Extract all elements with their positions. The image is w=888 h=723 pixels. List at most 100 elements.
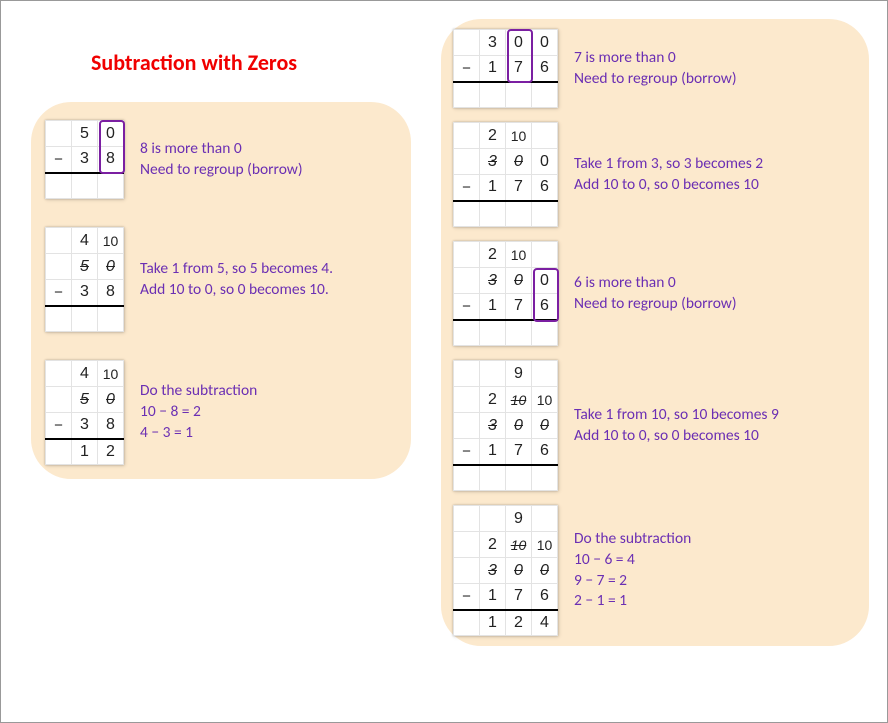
cell [532, 123, 558, 149]
step-desc: 7 is more than 0 Need to regroup (borrow… [574, 48, 737, 90]
cell: 1 [480, 584, 506, 610]
cell [532, 201, 558, 227]
cell: 6 [532, 439, 558, 465]
cell [98, 173, 124, 199]
cell [454, 268, 480, 294]
cell [532, 361, 558, 387]
cell [454, 610, 480, 636]
subtraction-grid: 3 0 0 − 1 7 6 [453, 29, 558, 108]
cell: 3 [72, 147, 98, 173]
right-step-2: 2 10 3 0 0 − 1 7 6 [453, 122, 857, 227]
cell: 2 [480, 242, 506, 268]
left-step-2: 4 10 5 0 − 3 8 [45, 227, 397, 332]
minus-sign: − [454, 439, 480, 465]
cell [454, 123, 480, 149]
cell: 3 [72, 413, 98, 439]
grid-wrap: 3 0 0 − 1 7 6 [453, 29, 558, 108]
cell [454, 506, 480, 532]
desc-line: 9 − 7 = 2 [574, 571, 691, 592]
cell [46, 361, 72, 387]
cell: 10 [532, 532, 558, 558]
cell: 0 [532, 268, 558, 294]
desc-line: 8 is more than 0 [140, 139, 303, 160]
minus-sign: − [454, 175, 480, 201]
minus-sign: − [46, 413, 72, 439]
cell: 7 [506, 294, 532, 320]
cell: 5 [72, 254, 98, 280]
cell: 7 [506, 56, 532, 82]
cell: 0 [506, 558, 532, 584]
cell: 6 [532, 584, 558, 610]
cell [506, 465, 532, 491]
cell [46, 173, 72, 199]
right-blob: 3 0 0 − 1 7 6 [441, 19, 869, 646]
desc-line: 7 is more than 0 [574, 48, 737, 69]
cell [46, 121, 72, 147]
cell [454, 201, 480, 227]
desc-line: Add 10 to 0, so 0 becomes 10. [140, 280, 333, 301]
cell [506, 201, 532, 227]
step-desc: 6 is more than 0 Need to regroup (borrow… [574, 273, 737, 315]
cell: 5 [72, 121, 98, 147]
cell: 7 [506, 175, 532, 201]
cell [480, 506, 506, 532]
cell [46, 439, 72, 465]
cell [454, 361, 480, 387]
subtraction-grid: 2 10 3 0 0 − 1 7 6 [453, 122, 558, 227]
minus-sign: − [454, 56, 480, 82]
desc-line: 10 − 6 = 4 [574, 550, 691, 571]
cell: 3 [72, 280, 98, 306]
cell: 0 [532, 149, 558, 175]
cell: 9 [506, 506, 532, 532]
cell: 10 [506, 123, 532, 149]
desc-line: 10 − 8 = 2 [140, 402, 257, 423]
desc-line: Take 1 from 3, so 3 becomes 2 [574, 154, 763, 175]
grid-wrap: 2 10 3 0 0 − 1 7 [453, 241, 558, 346]
desc-line: Need to regroup (borrow) [140, 160, 303, 181]
right-column: 3 0 0 − 1 7 6 [441, 19, 869, 704]
cell [46, 387, 72, 413]
cell [480, 82, 506, 108]
cell: 7 [506, 584, 532, 610]
cell: 7 [506, 439, 532, 465]
right-step-1: 3 0 0 − 1 7 6 [453, 29, 857, 108]
cell: 0 [506, 30, 532, 56]
desc-line: Do the subtraction [574, 529, 691, 550]
desc-line: 2 − 1 = 1 [574, 591, 691, 612]
cell: 8 [98, 147, 124, 173]
minus-sign: − [46, 147, 72, 173]
cell [454, 82, 480, 108]
cell: 5 [72, 387, 98, 413]
cell: 0 [532, 413, 558, 439]
cell: 0 [506, 149, 532, 175]
cell [506, 82, 532, 108]
subtraction-grid: 2 10 3 0 0 − 1 7 [453, 241, 558, 346]
cell: 8 [98, 280, 124, 306]
left-blob: 5 0 − 3 8 [31, 102, 411, 479]
step-desc: Do the subtraction 10 − 8 = 2 4 − 3 = 1 [140, 381, 257, 444]
cell: 4 [72, 228, 98, 254]
cell [532, 320, 558, 346]
cell: 3 [480, 149, 506, 175]
step-desc: Do the subtraction 10 − 6 = 4 9 − 7 = 2 … [574, 529, 691, 613]
cell [46, 228, 72, 254]
cell: 0 [98, 121, 124, 147]
desc-line: Add 10 to 0, so 0 becomes 10 [574, 175, 763, 196]
cell: 10 [506, 532, 532, 558]
cell: 3 [480, 558, 506, 584]
cell: 0 [532, 558, 558, 584]
desc-line: Take 1 from 5, so 5 becomes 4. [140, 259, 333, 280]
cell [454, 242, 480, 268]
cell: 1 [480, 610, 506, 636]
desc-line: Need to regroup (borrow) [574, 294, 737, 315]
cell: 3 [480, 268, 506, 294]
cell: 6 [532, 56, 558, 82]
desc-line: Take 1 from 10, so 10 becomes 9 [574, 405, 779, 426]
cell [532, 506, 558, 532]
step-desc: Take 1 from 10, so 10 becomes 9 Add 10 t… [574, 405, 779, 447]
cell [454, 320, 480, 346]
cell: 9 [506, 361, 532, 387]
cell: 1 [480, 56, 506, 82]
subtraction-grid: 4 10 5 0 − 3 8 1 [45, 360, 124, 465]
minus-sign: − [454, 294, 480, 320]
